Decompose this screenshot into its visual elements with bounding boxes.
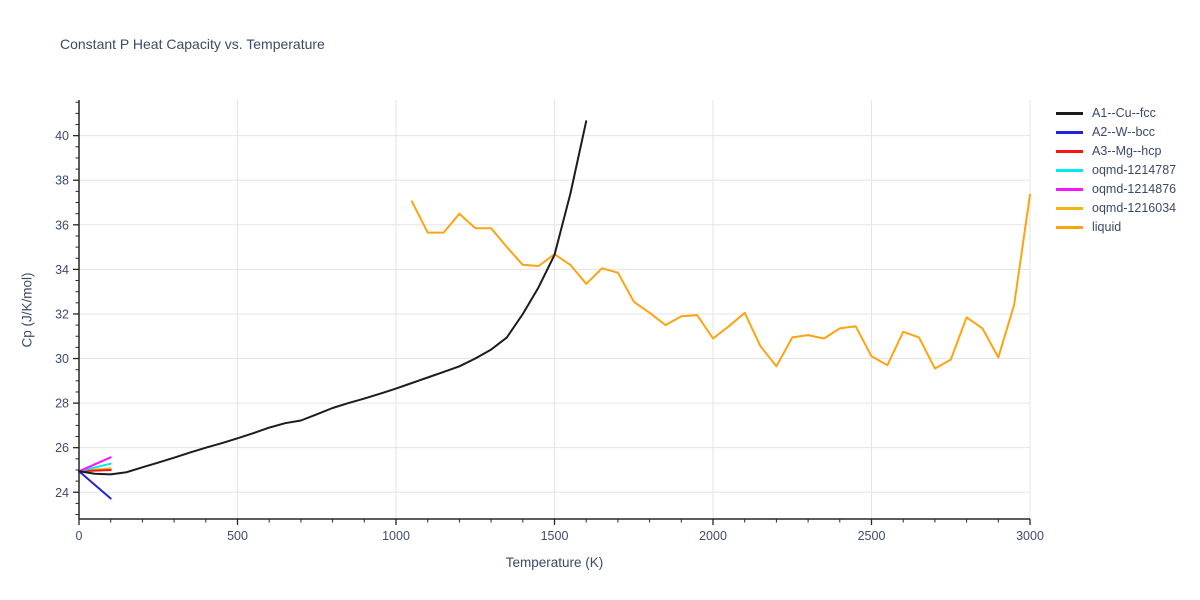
x-tick-label: 0 [76, 529, 83, 543]
legend-item: oqmd-1216034 [1056, 199, 1176, 218]
y-tick-label: 32 [55, 307, 69, 321]
legend-label: oqmd-1214787 [1092, 163, 1177, 177]
y-axis-label: Cp (J/K/mol) [19, 272, 35, 348]
legend-swatch [1056, 169, 1083, 172]
series-line-oqmd-1214876 [78, 456, 112, 473]
legend-label: liquid [1092, 220, 1122, 234]
y-tick-label: 38 [55, 174, 69, 188]
legend-label: A1--Cu--fcc [1092, 106, 1156, 120]
y-tick-label: 28 [55, 397, 69, 411]
y-tick-label: 24 [55, 486, 69, 500]
x-tick-label: 500 [227, 529, 248, 543]
legend-label: A2--W--bcc [1092, 125, 1155, 139]
series-line-a1-cu-fcc [78, 120, 588, 476]
legend-item: A1--Cu--fcc [1056, 104, 1176, 123]
series-line-a3-mg-hcp [78, 469, 112, 473]
legend-item: A3--Mg--hcp [1056, 142, 1176, 161]
y-tick-label: 26 [55, 441, 69, 455]
legend-swatch [1056, 207, 1083, 210]
y-tick-label: 40 [55, 129, 69, 143]
legend-swatch [1056, 226, 1083, 229]
legend-label: oqmd-1214876 [1092, 182, 1177, 196]
y-tick-label: 30 [55, 352, 69, 366]
chart-title: Constant P Heat Capacity vs. Temperature [60, 36, 325, 52]
legend-swatch [1056, 112, 1083, 115]
legend-item: A2--W--bcc [1056, 123, 1176, 142]
legend-swatch [1056, 131, 1083, 134]
x-tick-label: 2500 [858, 529, 886, 543]
x-tick-label: 1000 [382, 529, 410, 543]
series-line-liquid [410, 193, 1031, 370]
legend-item: oqmd-1214876 [1056, 180, 1176, 199]
x-tick-label: 3000 [1016, 529, 1044, 543]
legend-item: liquid [1056, 218, 1176, 237]
legend-label: oqmd-1216034 [1092, 201, 1177, 215]
legend-swatch [1056, 150, 1083, 153]
x-axis-label: Temperature (K) [505, 555, 604, 570]
series-line-a2-w-bcc [78, 470, 112, 500]
legend-swatch [1056, 188, 1083, 191]
x-tick-label: 2000 [699, 529, 727, 543]
legend: A1--Cu--fcc A2--W--bcc A3--Mg--hcp oqmd-121… [1056, 104, 1176, 237]
y-tick-label: 34 [55, 263, 69, 277]
x-tick-label: 1500 [541, 529, 569, 543]
y-tick-label: 36 [55, 218, 69, 232]
legend-label: A3--Mg--hcp [1092, 144, 1162, 158]
legend-item: oqmd-1214787 [1056, 161, 1176, 180]
